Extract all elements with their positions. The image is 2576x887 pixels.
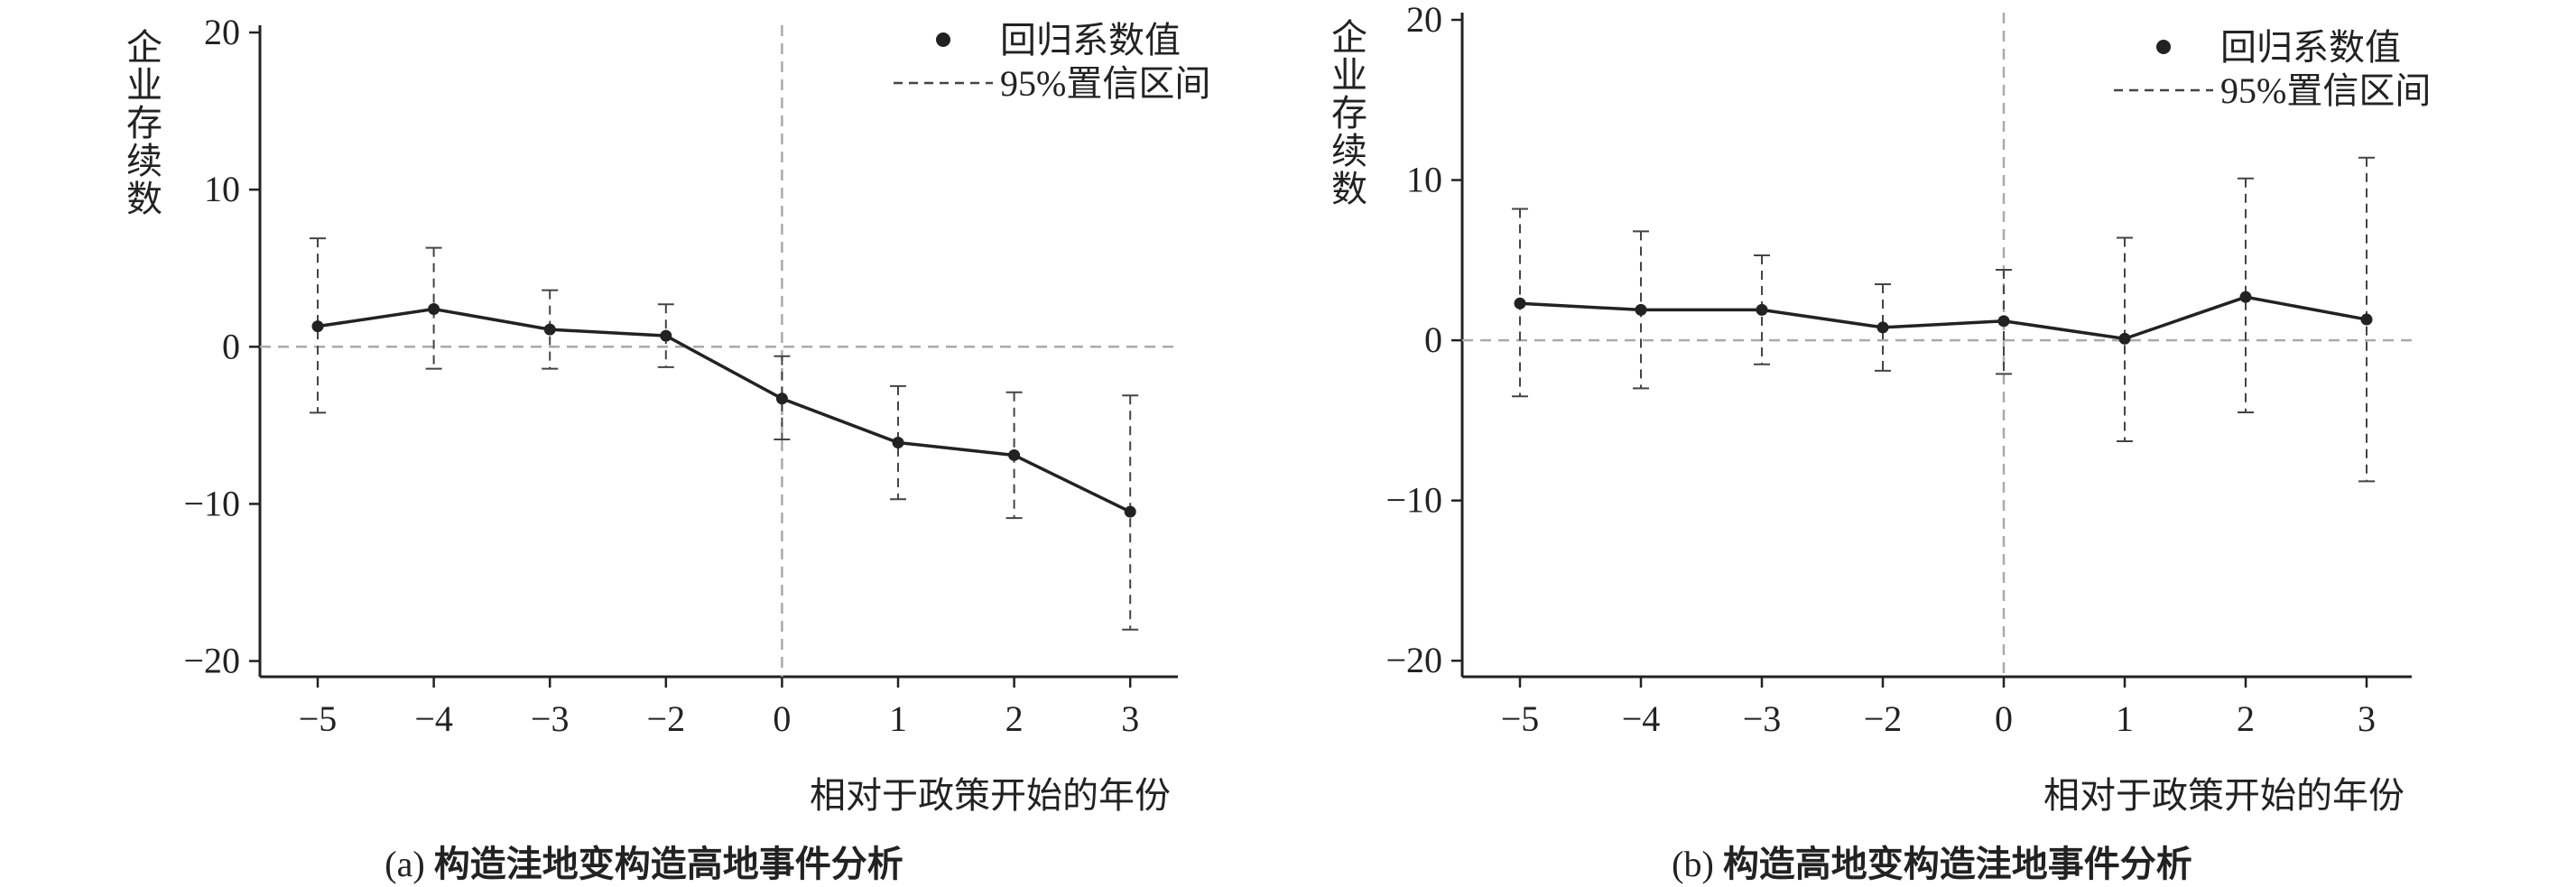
chart-panel-b: 20 10 0 −10 −20 −5 −4 −3 −2 0 1 2 3 企业存续数 相对于政策开始的年份 回归… (1288, 0, 2576, 887)
chart-a-y-tick-label: 0 (222, 326, 240, 366)
chart-a-data-point (1124, 505, 1136, 518)
chart-a-caption: (a) 构造洼地变构造高地事件分析 (0, 835, 1288, 887)
chart-a-caption-label: (a) (385, 844, 425, 884)
chart-panel-a: 20 10 0 −10 −20 −5 −4 −3 −2 0 1 2 3 企业存续数 相对于政策开始的年份 回归… (0, 12, 1288, 887)
chart-a-x-tick-label: −3 (531, 698, 570, 739)
chart-b-data-point (1997, 315, 2010, 328)
chart-a-y-axis-label: 企业存续数 (126, 27, 162, 219)
chart-b-x-tick-label: 1 (2116, 698, 2134, 739)
chart-b-y-tick-label: −10 (1385, 480, 1442, 521)
chart-a-x-tick-label: 0 (773, 698, 791, 739)
chart-b-data-point (1756, 303, 1768, 316)
chart-b-x-tick-label: 2 (2237, 698, 2255, 739)
chart-b-legend-point-marker (2156, 40, 2171, 54)
chart-b-x-tick-label: −5 (1501, 698, 1540, 739)
chart-a-data-point (311, 320, 324, 333)
chart-a-x-axis-label: 相对于政策开始的年份 (810, 775, 1171, 816)
chart-b-y-tick-label: 0 (1424, 319, 1442, 360)
chart-b-data-point (1635, 303, 1647, 316)
chart-a-series-line (317, 307, 1131, 513)
chart-b-legend-ci-label: 95%置信区间 (2220, 70, 2431, 111)
chart-a-x-tick-label: 3 (1121, 698, 1139, 739)
chart-b-x-tick-label: −3 (1743, 698, 1782, 739)
chart-b-x-axis-label: 相对于政策开始的年份 (2043, 775, 2405, 816)
chart-a-y-tick-label: −10 (183, 483, 240, 523)
chart-b-data-point (1876, 321, 1889, 334)
chart-b-y-tick-label: −20 (1385, 640, 1442, 680)
chart-a-x-tick-label: −2 (647, 698, 686, 739)
chart-b-caption: (b) 构造高地变构造洼地事件分析 (1288, 835, 2576, 887)
chart-b-y-axis-label: 企业存续数 (1331, 17, 1367, 209)
chart-a-caption-title: 构造洼地变构造高地事件分析 (433, 844, 903, 884)
chart-b-data-point (2360, 313, 2373, 326)
chart-b-x-tick-label: 3 (2358, 698, 2376, 739)
chart-b-y-tick-label: 20 (1406, 0, 1442, 40)
chart-a-legend-point-label: 回归系数值 (1000, 20, 1181, 60)
chart-a-data-point (543, 323, 556, 336)
chart-b-data-point (1514, 297, 1526, 310)
chart-a-data-point (428, 302, 440, 315)
chart-a-data-point (892, 437, 904, 449)
chart-b-data-point (2118, 332, 2131, 345)
chart-b-x-tick-label: −2 (1864, 698, 1903, 739)
chart-b-y-tick-label: 10 (1406, 160, 1442, 200)
chart-b-legend-point-label: 回归系数值 (2220, 27, 2401, 68)
chart-a-y-tick-label: 10 (204, 169, 240, 209)
chart-b-caption-title: 构造高地变构造洼地事件分析 (1722, 844, 2192, 884)
chart-a-legend-ci-label: 95%置信区间 (1000, 63, 1210, 104)
chart-a-x-tick-label: −5 (299, 698, 338, 739)
chart-a-data-point (775, 393, 788, 405)
chart-a-data-point (1008, 448, 1021, 461)
chart-b-data-point (2239, 291, 2252, 303)
chart-a-legend-point-marker (936, 32, 950, 47)
chart-b-series-line (1519, 295, 2368, 341)
chart-a-x-tick-label: 1 (889, 698, 907, 739)
chart-a-data-point (660, 329, 672, 342)
chart-a-y-tick-label: 20 (204, 12, 240, 52)
chart-b-caption-label: (b) (1672, 844, 1714, 884)
chart-a-x-tick-label: 2 (1005, 698, 1024, 739)
chart-b-x-tick-label: 0 (1995, 698, 2013, 739)
chart-b-x-tick-label: −4 (1622, 698, 1661, 739)
chart-a-x-tick-label: −4 (414, 698, 453, 739)
chart-a-y-tick-label: −20 (183, 641, 240, 681)
